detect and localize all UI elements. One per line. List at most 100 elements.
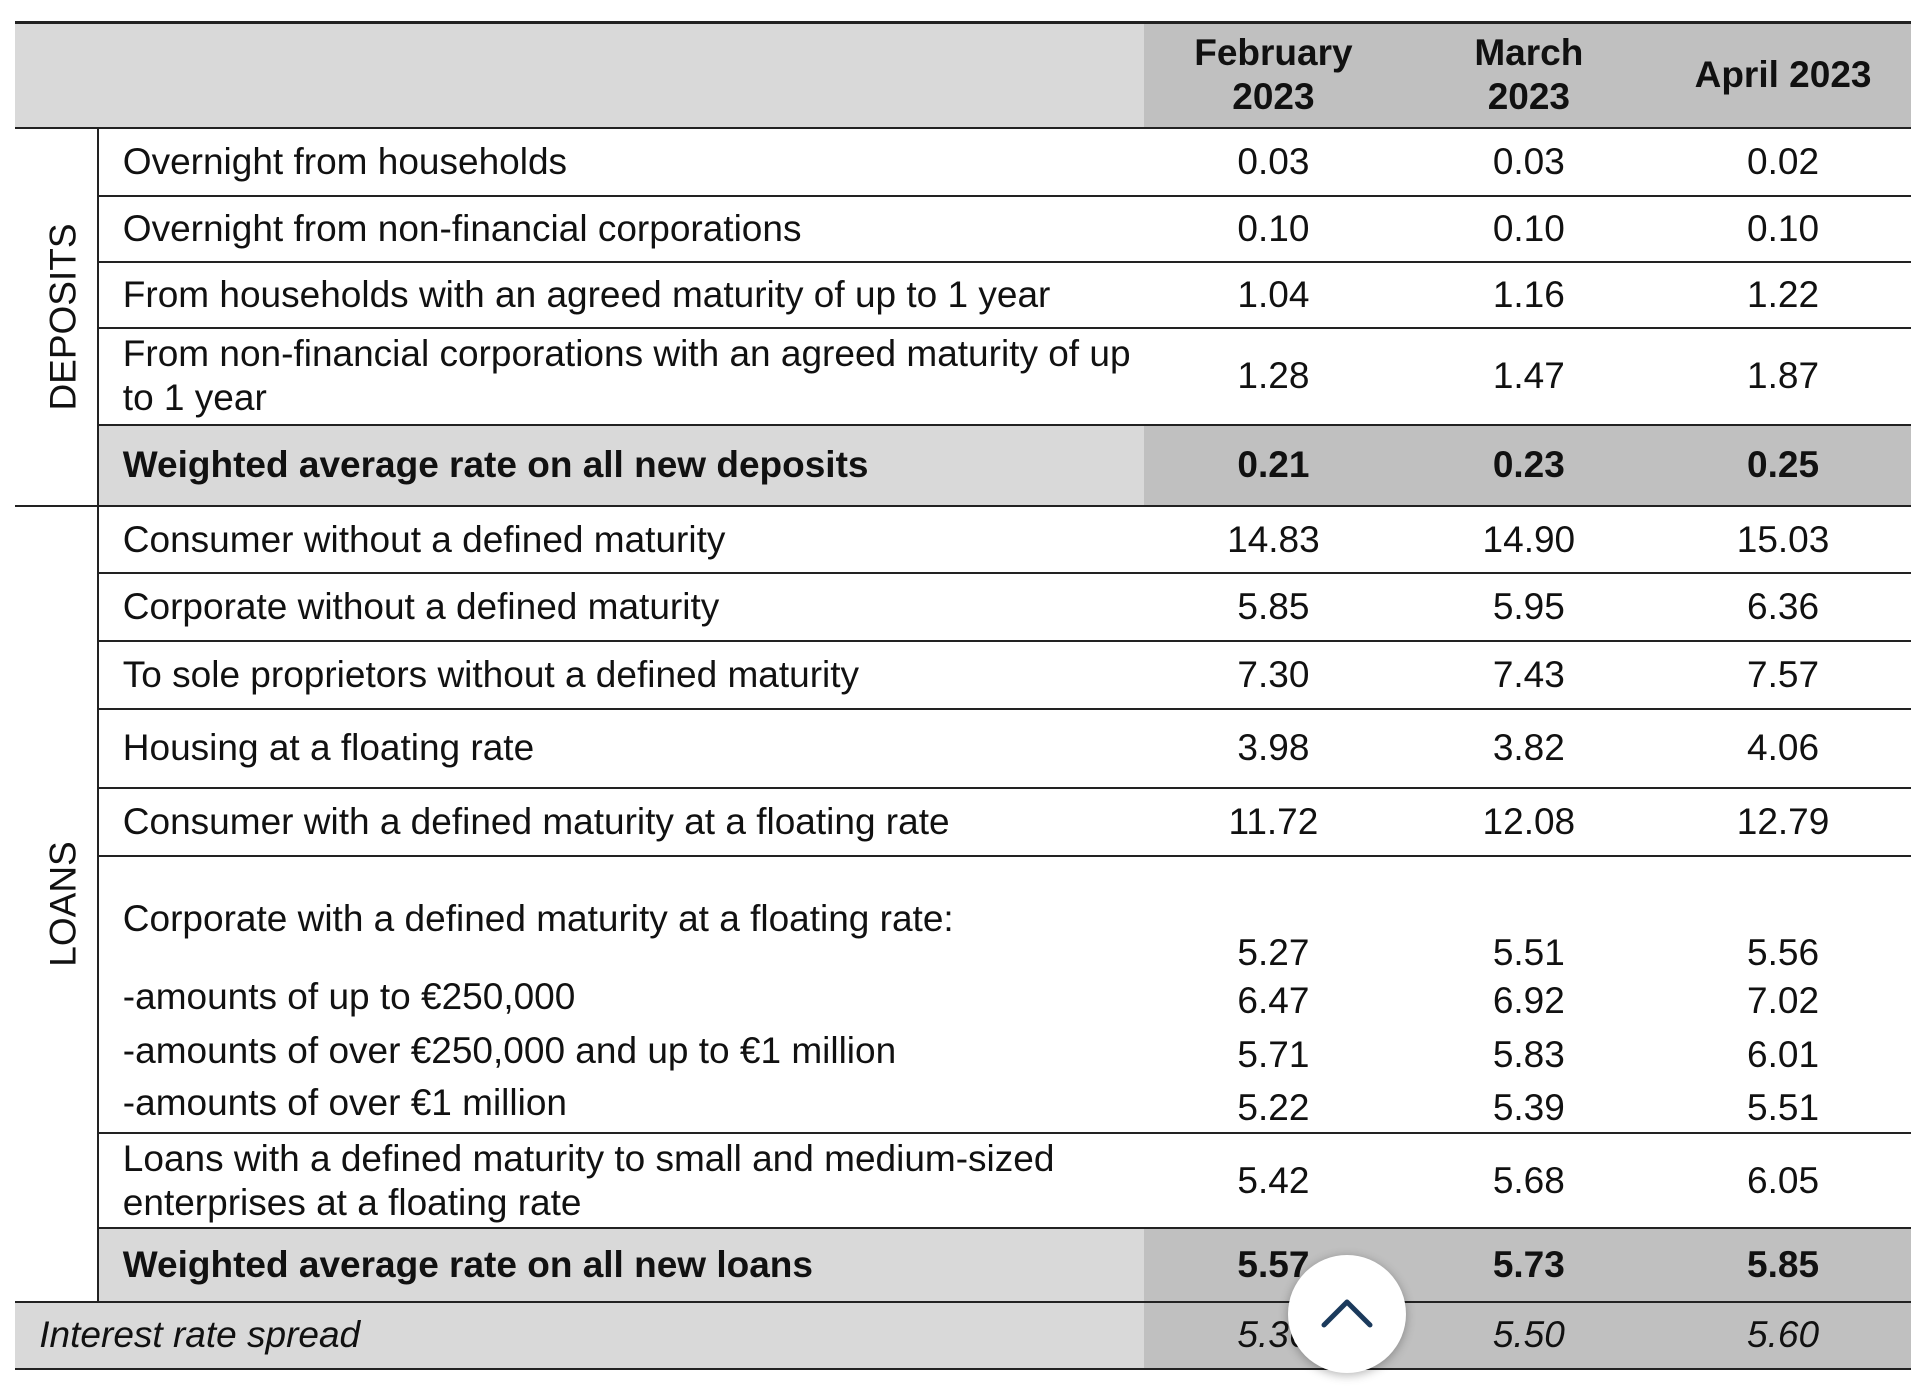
subrow-label: -amounts of over €1 million bbox=[122, 1081, 567, 1123]
cell-value: 6.47 bbox=[1237, 979, 1310, 1021]
cell-value: 5.85 bbox=[1747, 1243, 1820, 1285]
cell-value: 3.98 bbox=[1237, 727, 1310, 769]
cell-value: 0.10 bbox=[1492, 208, 1565, 250]
cell-value: 6.05 bbox=[1747, 1159, 1820, 1201]
cell-value: 1.28 bbox=[1237, 355, 1310, 397]
row-label: Interest rate spread bbox=[39, 1314, 361, 1356]
row-border bbox=[14, 1368, 1911, 1371]
cell-value: 0.21 bbox=[1237, 444, 1310, 486]
cell-value: 5.57 bbox=[1237, 1243, 1310, 1285]
cell-background bbox=[14, 22, 1145, 128]
subrow-label: -amounts of up to €250,000 bbox=[122, 976, 576, 1018]
cell-value: 12.79 bbox=[1736, 801, 1830, 843]
cell-value: 7.43 bbox=[1492, 653, 1565, 695]
cell-value: 7.30 bbox=[1237, 653, 1310, 695]
cell-value: 14.90 bbox=[1482, 518, 1576, 560]
cell-value: 3.82 bbox=[1492, 727, 1565, 769]
cell-value: 5.42 bbox=[1237, 1159, 1310, 1201]
subrow-label: -amounts of over €250,000 and up to €1 m… bbox=[122, 1030, 897, 1072]
cell-value: 0.10 bbox=[1237, 208, 1310, 250]
row-label: Consumer with a defined maturity at a fl… bbox=[122, 801, 950, 843]
row-label: To sole proprietors without a defined ma… bbox=[122, 653, 860, 695]
cell-value: 11.72 bbox=[1228, 801, 1319, 843]
cell-background bbox=[1144, 1301, 1911, 1370]
cell-value: 6.92 bbox=[1492, 979, 1565, 1021]
cell-value: 4.06 bbox=[1747, 727, 1820, 769]
cell-background bbox=[1144, 1228, 1911, 1302]
row-border bbox=[14, 1300, 1911, 1303]
cell-value: 0.10 bbox=[1747, 208, 1820, 250]
row-label: Weighted average rate on all new deposit… bbox=[122, 444, 869, 486]
row-border bbox=[14, 504, 1911, 507]
row-border bbox=[98, 572, 1911, 575]
cell-value: 5.39 bbox=[1492, 1086, 1565, 1128]
cell-background bbox=[1144, 424, 1911, 506]
row-label: Corporate without a defined maturity bbox=[122, 586, 720, 628]
row-label: Overnight from households bbox=[122, 141, 568, 183]
cell-value: 6.36 bbox=[1747, 586, 1820, 628]
cell-value: 7.57 bbox=[1747, 653, 1820, 695]
cell-value: 5.50 bbox=[1492, 1314, 1565, 1356]
section-divider bbox=[97, 127, 100, 506]
column-header: April 2023 bbox=[1694, 53, 1872, 95]
row-border bbox=[98, 640, 1911, 643]
row-label: Weighted average rate on all new loans bbox=[122, 1243, 813, 1285]
row-label: Housing at a floating rate bbox=[122, 727, 535, 769]
column-header: March 2023 bbox=[1474, 31, 1584, 117]
cell-value: 5.22 bbox=[1237, 1086, 1310, 1128]
cell-value: 5.71 bbox=[1237, 1033, 1310, 1075]
cell-value: 0.03 bbox=[1492, 141, 1565, 183]
cell-value: 7.02 bbox=[1747, 979, 1820, 1021]
row-border bbox=[98, 1227, 1911, 1229]
row-border bbox=[98, 787, 1911, 790]
cell-value: 0.23 bbox=[1492, 444, 1565, 486]
cell-value: 0.25 bbox=[1747, 444, 1820, 486]
row-border bbox=[98, 1132, 1911, 1135]
row-border bbox=[98, 854, 1911, 857]
cell-value: 1.16 bbox=[1492, 273, 1565, 315]
scroll-top-button[interactable] bbox=[1288, 1255, 1406, 1373]
row-border bbox=[98, 260, 1911, 263]
cell-background bbox=[14, 1301, 1145, 1370]
row-border bbox=[14, 20, 1911, 24]
row-border bbox=[98, 707, 1911, 710]
cell-value: 5.56 bbox=[1747, 931, 1820, 973]
cell-value: 1.47 bbox=[1492, 355, 1565, 397]
cell-value: 5.83 bbox=[1492, 1033, 1565, 1075]
row-border bbox=[98, 195, 1911, 198]
section-divider bbox=[97, 505, 100, 1302]
cell-value: 14.83 bbox=[1227, 518, 1320, 560]
cell-value: 12.08 bbox=[1482, 801, 1576, 843]
row-label: Consumer without a defined maturity bbox=[122, 518, 726, 560]
row-border bbox=[14, 126, 1911, 129]
row-border bbox=[98, 326, 1911, 329]
cell-value: 15.03 bbox=[1736, 518, 1830, 560]
cell-background bbox=[98, 424, 1145, 506]
cell-value: 5.68 bbox=[1492, 1159, 1565, 1201]
cell-value: 5.73 bbox=[1492, 1243, 1565, 1285]
cell-value: 0.03 bbox=[1237, 141, 1310, 183]
row-label: Overnight from non-financial corporation… bbox=[122, 208, 802, 250]
row-label: Corporate with a defined maturity at a f… bbox=[122, 897, 954, 939]
cell-value: 5.95 bbox=[1492, 586, 1565, 628]
cell-background bbox=[98, 1228, 1145, 1302]
section-label: DEPOSITS bbox=[42, 223, 84, 411]
cell-value: 0.02 bbox=[1747, 141, 1820, 183]
row-border bbox=[98, 423, 1911, 426]
row-label: From households with an agreed maturity … bbox=[122, 273, 1051, 315]
cell-value: 1.04 bbox=[1237, 273, 1310, 315]
cell-value: 1.22 bbox=[1747, 273, 1820, 315]
cell-value: 1.87 bbox=[1747, 355, 1820, 397]
cell-value: 5.51 bbox=[1747, 1086, 1820, 1128]
cell-value: 5.51 bbox=[1492, 931, 1565, 973]
cell-value: 6.01 bbox=[1747, 1033, 1820, 1075]
cell-value: 5.27 bbox=[1237, 931, 1310, 973]
cell-value: 5.60 bbox=[1747, 1314, 1820, 1356]
section-label: LOANS bbox=[43, 841, 85, 967]
chevron-icon bbox=[1321, 1299, 1373, 1328]
row-label: Loans with a defined maturity to small a… bbox=[122, 1137, 1055, 1223]
cell-value: 5.85 bbox=[1237, 586, 1310, 628]
cell-background bbox=[1144, 22, 1911, 128]
column-header: February 2023 bbox=[1194, 31, 1353, 117]
